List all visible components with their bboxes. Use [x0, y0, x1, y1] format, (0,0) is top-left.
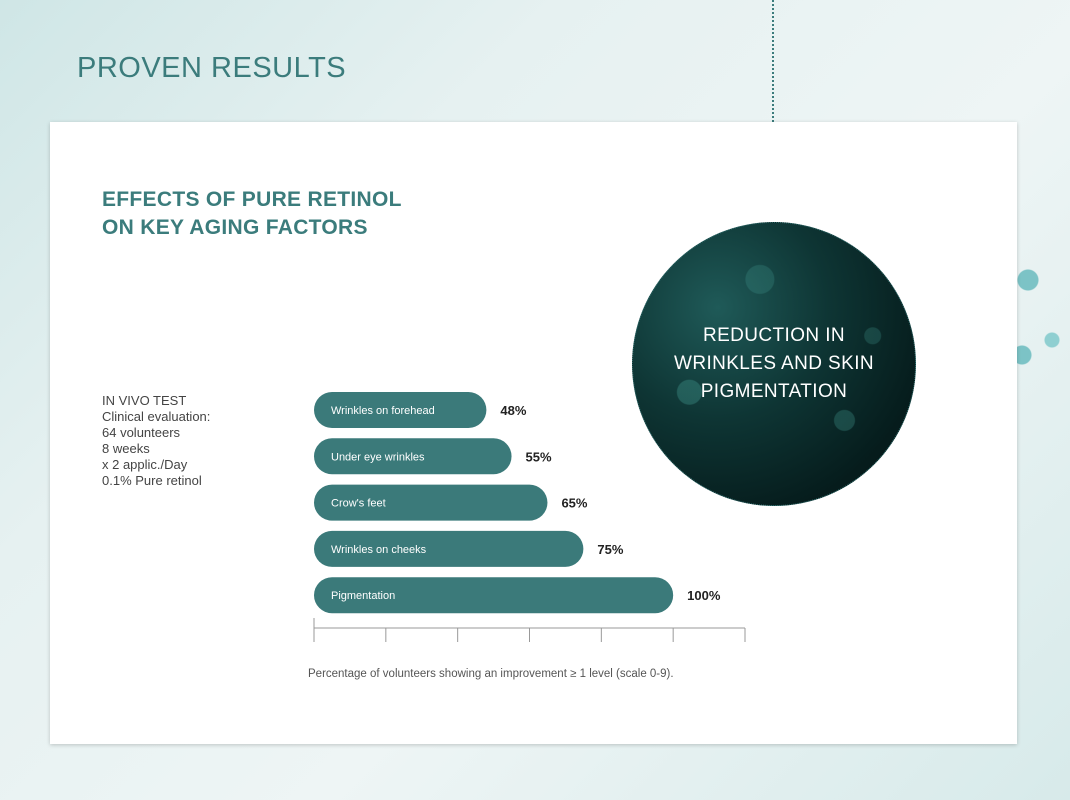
bar-category-label: Wrinkles on cheeks	[331, 544, 427, 556]
bar-category-label: Under eye wrinkles	[331, 451, 425, 463]
circle-text-line: PIGMENTATION	[700, 381, 848, 402]
bar-category-label: Crow's feet	[331, 498, 386, 510]
bar-value-label: 100%	[687, 588, 721, 603]
bar	[314, 392, 487, 428]
bar-value-label: 75%	[597, 542, 623, 557]
chart-heading: EFFECTS OF PURE RETINOL ON KEY AGING FAC…	[102, 186, 402, 242]
circle-text-line: REDUCTION IN	[702, 325, 845, 346]
bar-value-label: 55%	[526, 449, 552, 464]
dotted-connector	[772, 0, 774, 222]
bar-value-label: 48%	[500, 403, 526, 418]
heading-line: ON KEY AGING FACTORS	[102, 216, 368, 239]
bar	[314, 484, 548, 521]
bar-category-label: Pigmentation	[331, 590, 395, 602]
content-card: EFFECTS OF PURE RETINOL ON KEY AGING FAC…	[50, 122, 1017, 744]
bar-value-label: 65%	[561, 496, 587, 511]
highlight-circle: REDUCTION IN WRINKLES AND SKIN PIGMENTAT…	[632, 222, 916, 506]
circle-text-line: WRINKLES AND SKIN	[673, 353, 874, 374]
test-info-line: Clinical evaluation:	[102, 409, 211, 424]
page-title: PROVEN RESULTS	[77, 52, 347, 84]
heading-line: EFFECTS OF PURE RETINOL	[102, 188, 402, 211]
molecule-background	[1010, 220, 1070, 520]
test-info-line: 64 volunteers	[102, 425, 181, 440]
bar-category-label: Wrinkles on forehead	[331, 405, 435, 417]
test-info-line: 8 weeks	[102, 441, 150, 456]
bar-chart: Wrinkles on forehead 48% Under eye wrinkle…	[313, 392, 746, 642]
bar	[314, 577, 674, 614]
test-info-line: x 2 applic./Day	[102, 457, 188, 472]
test-info: IN VIVO TEST Clinical evaluation: 64 vol…	[102, 393, 210, 489]
test-info-line: 0.1% Pure retinol	[102, 473, 202, 488]
circle-text: REDUCTION IN WRINKLES AND SKIN PIGMENTAT…	[674, 322, 874, 406]
bar	[314, 438, 512, 475]
test-info-line: IN VIVO TEST	[102, 393, 187, 408]
bar	[314, 530, 584, 567]
chart-caption: Percentage of volunteers showing an impr…	[308, 668, 674, 680]
